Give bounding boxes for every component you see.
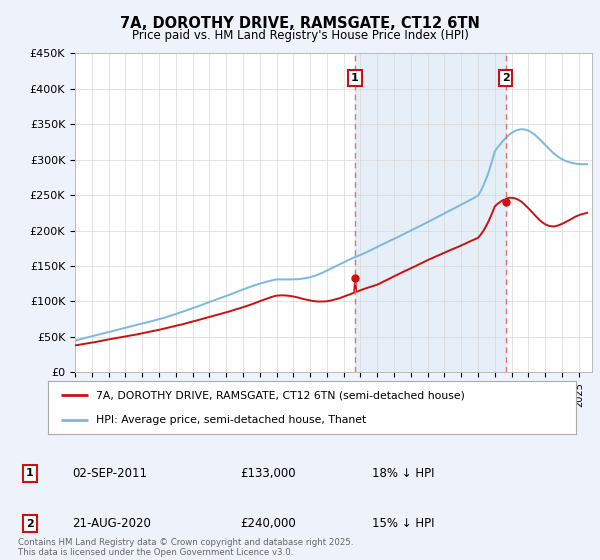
- Text: 7A, DOROTHY DRIVE, RAMSGATE, CT12 6TN: 7A, DOROTHY DRIVE, RAMSGATE, CT12 6TN: [120, 16, 480, 31]
- Text: £240,000: £240,000: [240, 517, 296, 530]
- Text: 02-SEP-2011: 02-SEP-2011: [72, 466, 147, 480]
- Text: 7A, DOROTHY DRIVE, RAMSGATE, CT12 6TN (semi-detached house): 7A, DOROTHY DRIVE, RAMSGATE, CT12 6TN (s…: [95, 390, 464, 400]
- Text: 18% ↓ HPI: 18% ↓ HPI: [372, 466, 434, 480]
- Text: Contains HM Land Registry data © Crown copyright and database right 2025.
This d: Contains HM Land Registry data © Crown c…: [18, 538, 353, 557]
- Text: 1: 1: [26, 468, 34, 478]
- Text: Price paid vs. HM Land Registry's House Price Index (HPI): Price paid vs. HM Land Registry's House …: [131, 29, 469, 42]
- Text: 15% ↓ HPI: 15% ↓ HPI: [372, 517, 434, 530]
- Text: 2: 2: [26, 519, 34, 529]
- Text: HPI: Average price, semi-detached house, Thanet: HPI: Average price, semi-detached house,…: [95, 414, 366, 424]
- Text: 1: 1: [351, 73, 359, 83]
- Text: 21-AUG-2020: 21-AUG-2020: [72, 517, 151, 530]
- Bar: [355, 53, 506, 372]
- Text: 2: 2: [502, 73, 509, 83]
- Text: £133,000: £133,000: [240, 466, 296, 480]
